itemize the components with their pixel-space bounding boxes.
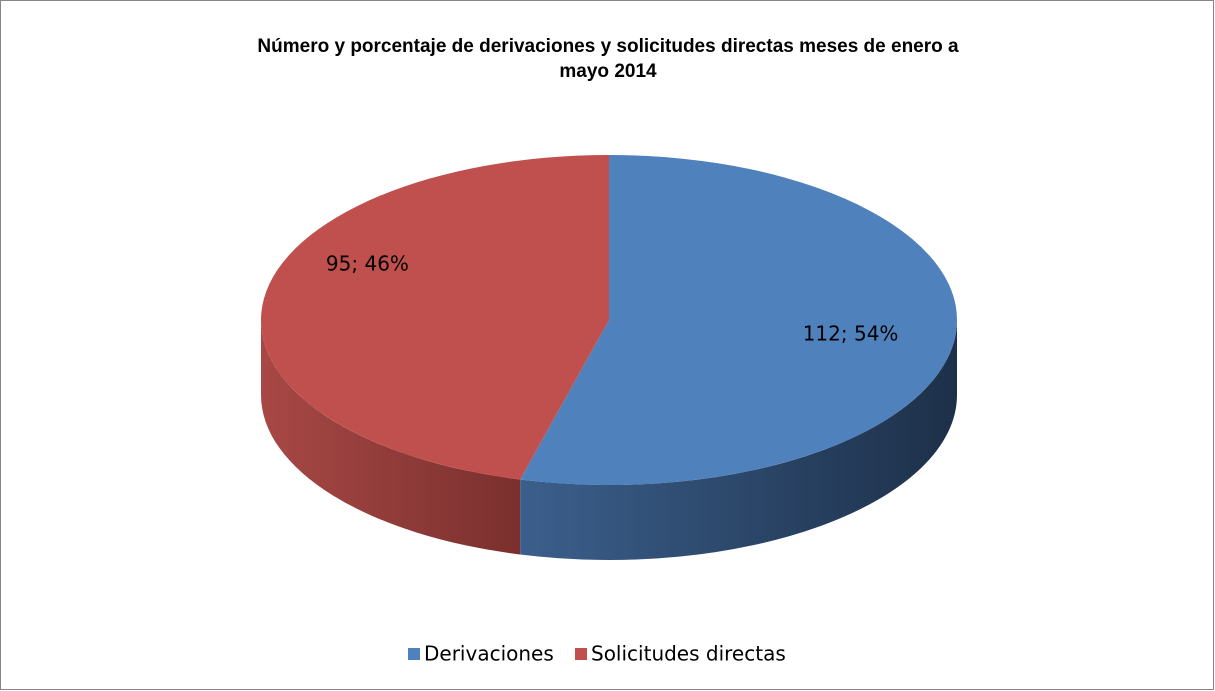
slice: [520, 155, 958, 486]
chart-title: Número y porcentaje de derivaciones y so…: [257, 36, 959, 57]
legend-swatch: [575, 648, 587, 660]
slice: [261, 155, 609, 480]
slice-side: [520, 320, 957, 560]
legend-label: Derivaciones: [424, 642, 554, 666]
legend-label: Solicitudes directas: [591, 642, 786, 666]
data-label: 95; 46%: [326, 252, 409, 276]
data-label: 112; 54%: [803, 321, 899, 345]
slice-side: [261, 320, 521, 555]
chart-title: mayo 2014: [559, 61, 657, 82]
legend-swatch: [408, 648, 420, 660]
